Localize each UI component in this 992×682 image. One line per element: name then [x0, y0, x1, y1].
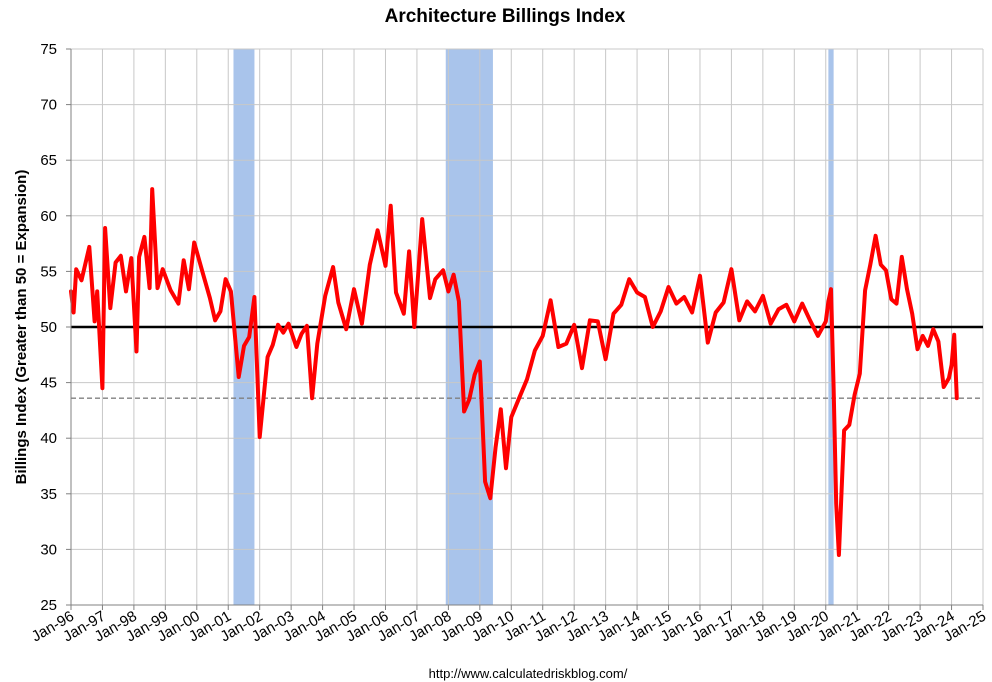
y-tick-label-7: 60	[40, 208, 57, 225]
source-url: http://www.calculatedriskblog.com/	[429, 666, 628, 681]
y-tick-label-8: 65	[40, 152, 57, 169]
axes	[66, 48, 984, 610]
y-tick-label-2: 35	[40, 486, 57, 503]
x-tick-labels: Jan-96Jan-97Jan-98Jan-99Jan-00Jan-01Jan-…	[29, 608, 989, 646]
y-tick-label-1: 30	[40, 541, 57, 558]
y-axis-label: Billings Index (Greater than 50 = Expans…	[13, 170, 30, 485]
y-tick-label-9: 70	[40, 97, 57, 114]
y-tick-label-6: 55	[40, 263, 57, 280]
y-tick-label-5: 50	[40, 319, 57, 336]
y-tick-labels: 25 30 35 40 45 50 55 60 65 70 75	[40, 41, 57, 614]
y-tick-label-4: 45	[40, 375, 57, 392]
series-line	[69, 187, 959, 557]
y-tick-label-0: 25	[40, 597, 57, 614]
y-tick-label-10: 75	[40, 41, 57, 58]
y-tick-label-3: 40	[40, 430, 57, 447]
chart-title: Architecture Billings Index	[385, 6, 626, 27]
